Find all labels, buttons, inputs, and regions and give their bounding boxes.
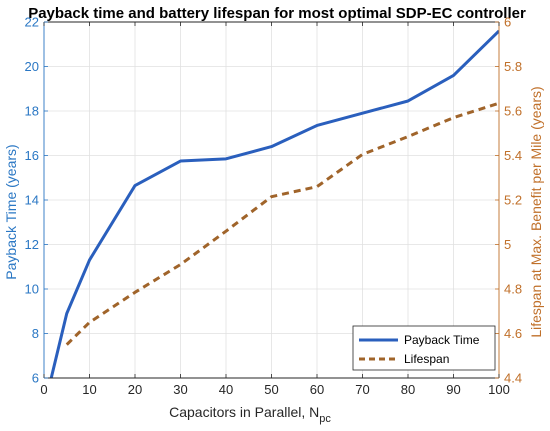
legend: Payback Time Lifespan xyxy=(352,325,496,371)
x-tick-label: 40 xyxy=(219,382,233,397)
y-right-tick-label: 5.4 xyxy=(504,148,522,163)
x-tick-label: 90 xyxy=(446,382,460,397)
x-tick-label: 20 xyxy=(128,382,142,397)
y-right-tick-label: 4.4 xyxy=(504,371,522,386)
legend-box xyxy=(352,325,496,371)
y-axis-right-label: Lifespan at Max. Benefit per Mile (years… xyxy=(528,86,544,337)
chart-title: Payback time and battery lifespan for mo… xyxy=(28,5,526,22)
y-left-tick-label: 14 xyxy=(25,193,39,208)
x-axis-label: Capacitors in Parallel, Npc xyxy=(169,404,331,425)
x-tick-label: 60 xyxy=(310,382,324,397)
y-left-tick-label: 12 xyxy=(25,237,39,252)
y-right-tick-label: 6 xyxy=(504,15,511,30)
y-left-tick-label: 20 xyxy=(25,59,39,74)
x-tick-label: 70 xyxy=(355,382,369,397)
y-left-tick-label: 10 xyxy=(25,282,39,297)
x-tick-label: 30 xyxy=(173,382,187,397)
y-left-tick-label: 22 xyxy=(25,15,39,30)
y-axis-left-label: Payback Time (years) xyxy=(3,144,19,279)
series-line-payback-time xyxy=(49,29,499,378)
y-left-tick-label: 18 xyxy=(25,104,39,119)
x-tick-label: 100 xyxy=(488,382,510,397)
legend-label-payback-time: Payback Time xyxy=(404,333,480,347)
y-right-tick-label: 5.2 xyxy=(504,193,522,208)
x-tick-label: 10 xyxy=(82,382,96,397)
y-right-tick-label: 4.6 xyxy=(504,326,522,341)
x-axis-label-main: Capacitors in Parallel, N xyxy=(169,404,319,420)
series-line-lifespan xyxy=(65,101,499,346)
y-right-tick-label: 5 xyxy=(504,237,511,252)
y-left-tick-label: 16 xyxy=(25,148,39,163)
x-tick-label: 50 xyxy=(264,382,278,397)
plot-area: 0 10 20 30 40 50 60 70 80 90 100 6 8 10 12 14 16 18 20 22 4.… xyxy=(25,15,523,398)
y-right-tick-label: 4.8 xyxy=(504,282,522,297)
y-left-tick-label: 6 xyxy=(32,371,39,386)
x-axis-label-subscript: pc xyxy=(319,413,331,425)
legend-label-lifespan: Lifespan xyxy=(404,352,449,366)
y-right-tick-label: 5.8 xyxy=(504,59,522,74)
x-tick-label: 0 xyxy=(40,382,47,397)
x-tick-label: 80 xyxy=(401,382,415,397)
y-right-tick-label: 5.6 xyxy=(504,104,522,119)
y-left-tick-label: 8 xyxy=(32,326,39,341)
